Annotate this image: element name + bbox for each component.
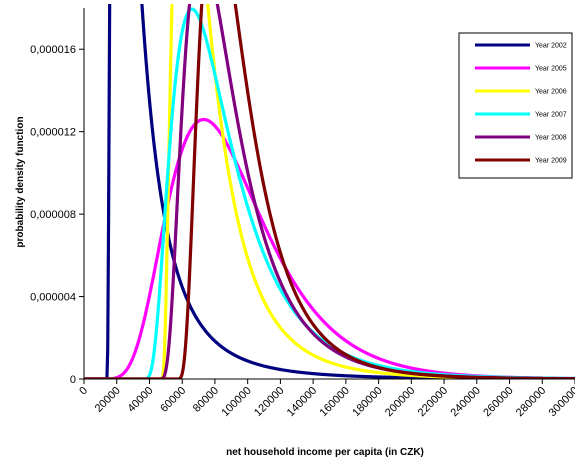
legend-label: Year 2009 [535,158,567,165]
x-tick-label: 240000 [448,385,482,419]
legend-label: Year 2006 [535,89,567,96]
x-tick-label: 0 [77,385,90,398]
curves [84,4,575,379]
x-tick-label: 60000 [158,385,188,415]
x-tick-label: 80000 [191,385,221,415]
legend-label: Year 2007 [535,112,567,119]
x-tick-label: 100000 [219,385,253,419]
legend: Year 2002 Year 2005 Year 2006 Year 2007 Year… [458,32,573,179]
x-tick-label: 160000 [318,385,352,419]
y-tick-label: 0 [70,374,76,386]
axes [83,8,575,380]
x-tick-label: 200000 [383,385,417,419]
x-tick-label: 180000 [350,385,384,419]
x-tick-label: 120000 [252,385,286,419]
y-tick-label: 0,000004 [30,292,76,304]
x-tick-label: 300000 [547,385,575,419]
x-axis-title: net household income per capita (in CZK) [226,447,424,458]
y-axis-title: probability density function [15,116,26,247]
legend-label: Year 2008 [535,135,567,142]
x-tick-label: 220000 [416,385,450,419]
y-tick-label: 0,000012 [30,127,76,139]
y-tick-label: 0,000008 [30,209,76,221]
x-tick-label: 280000 [514,385,548,419]
x-tick-label: 40000 [125,385,155,415]
y-tick-label: 0,000016 [30,44,76,56]
x-tick-label: 140000 [285,385,319,419]
legend-label: Year 2002 [535,43,567,50]
legend-box [458,32,573,179]
legend-label: Year 2005 [535,66,567,73]
series-line-year-2009 [84,4,575,379]
x-tick-label: 260000 [481,385,515,419]
x-tick-label: 20000 [93,385,123,415]
